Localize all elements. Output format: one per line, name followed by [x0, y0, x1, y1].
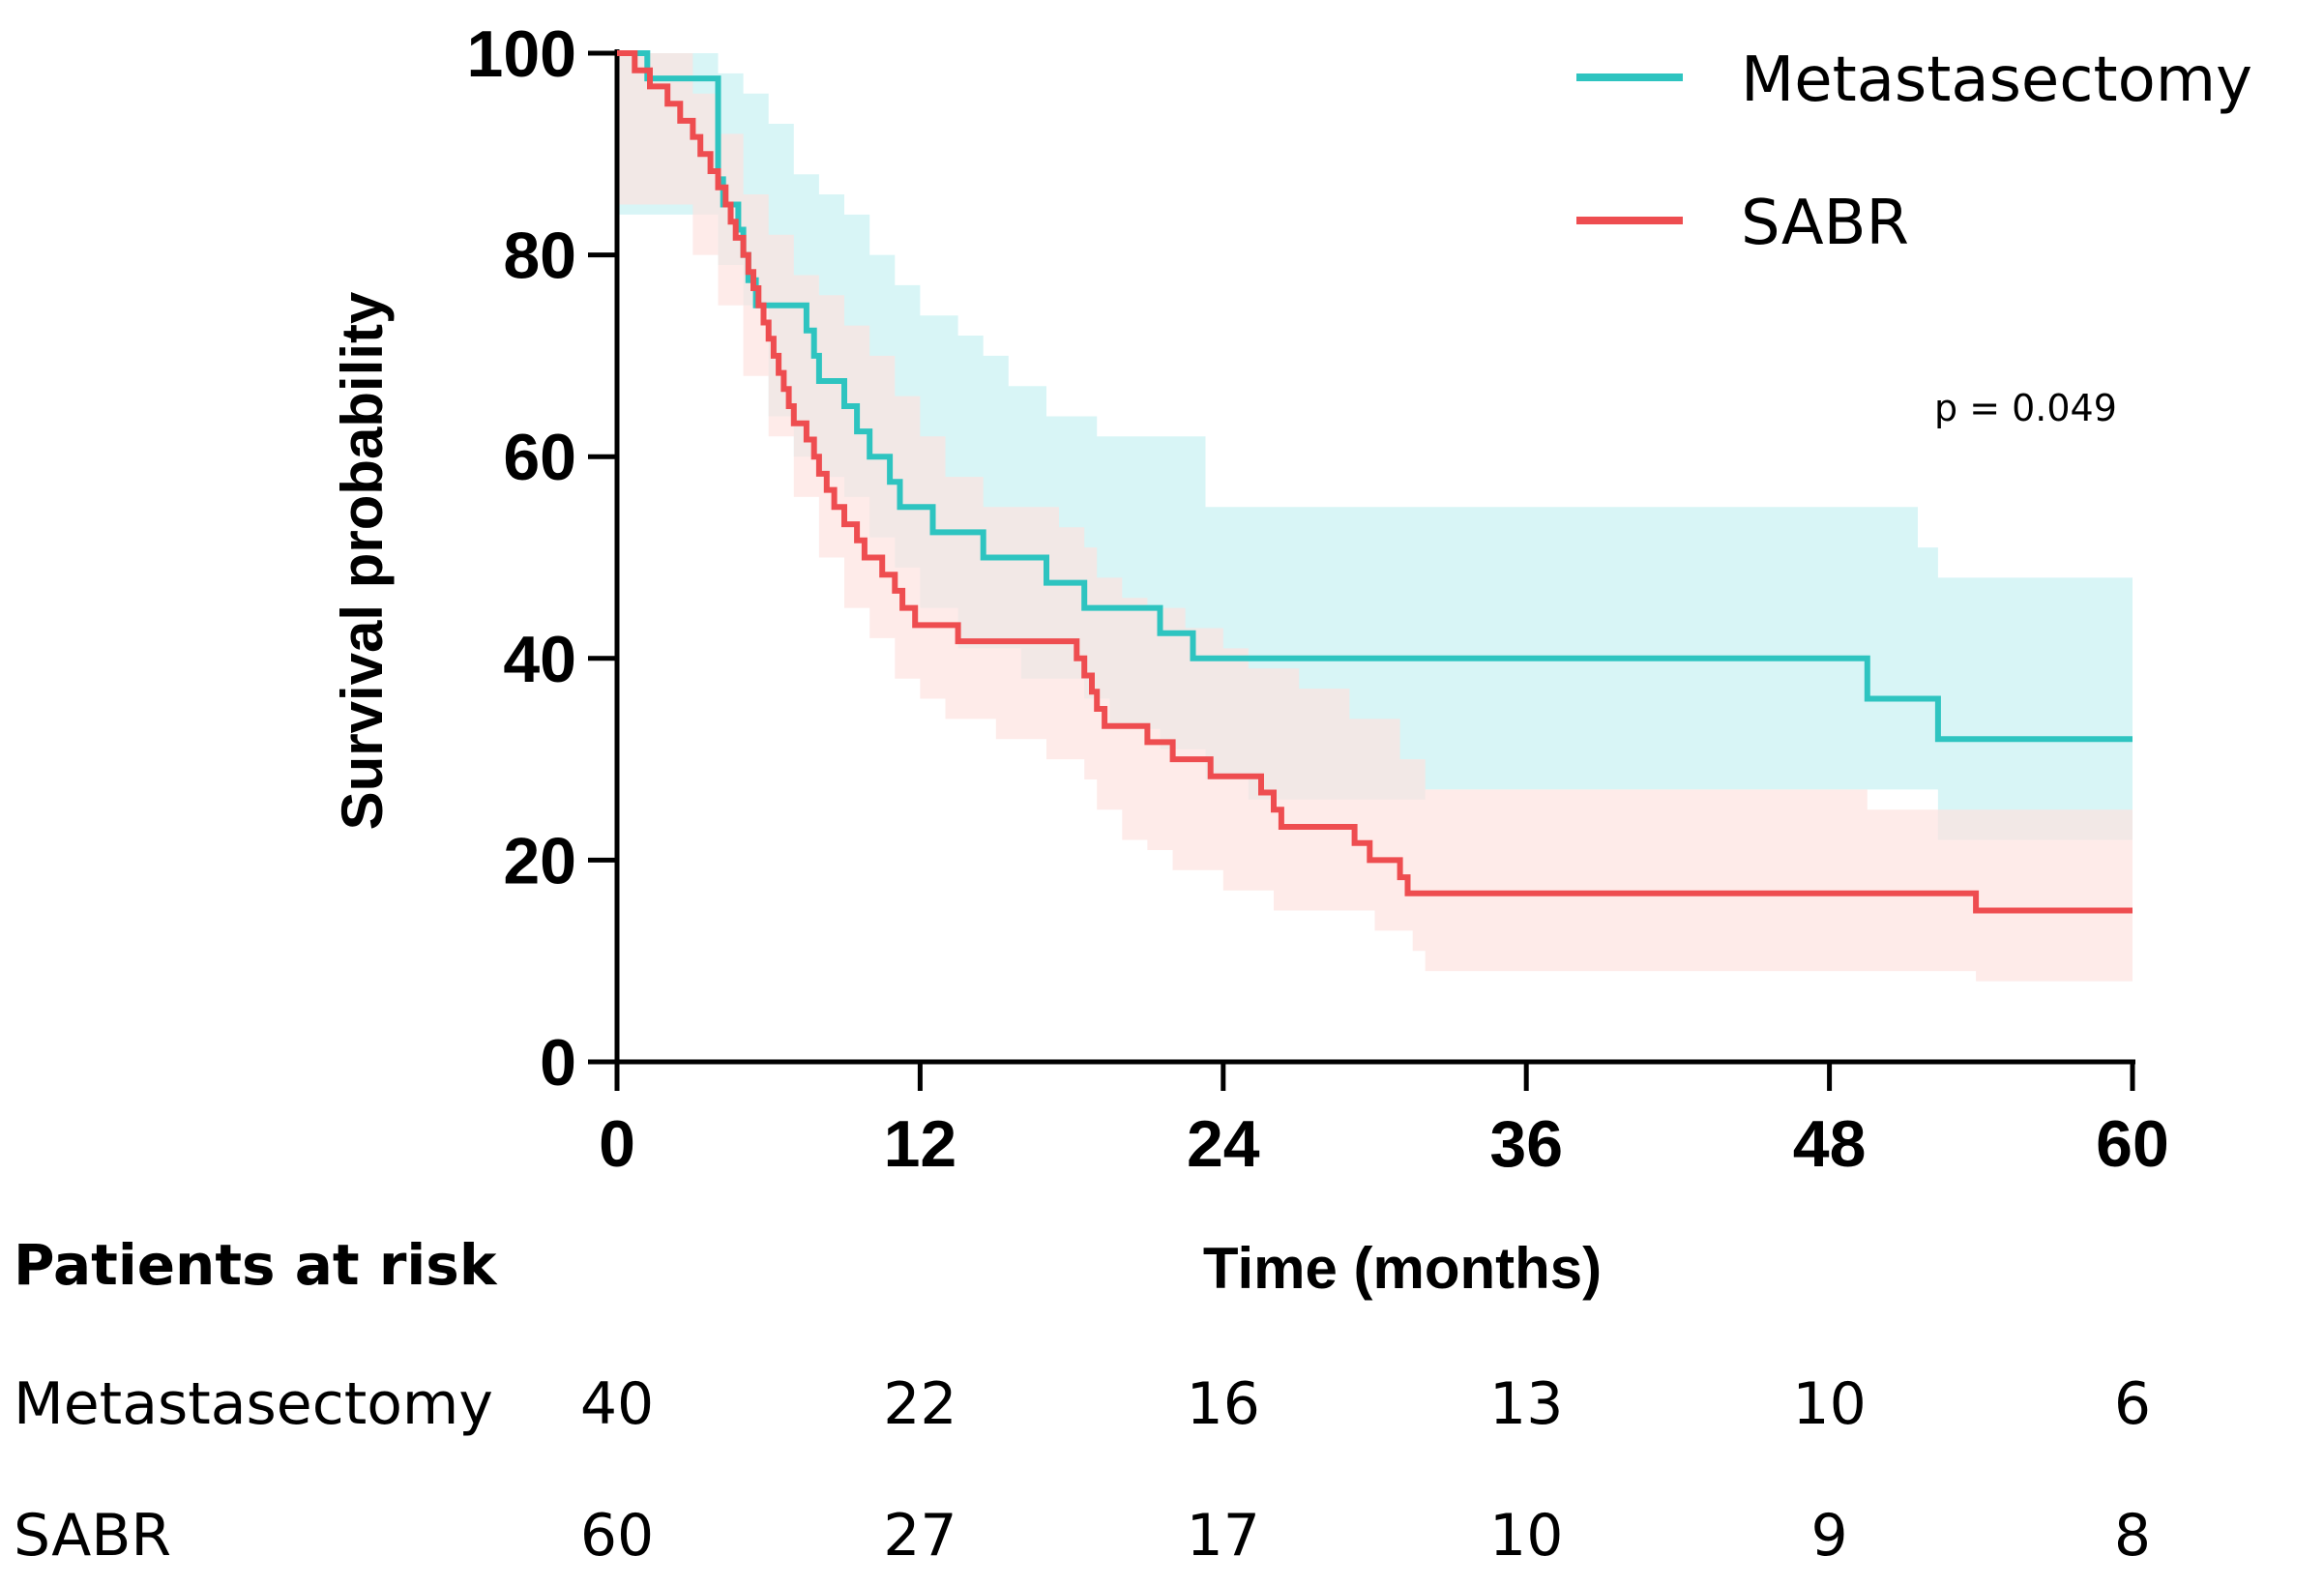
legend-label-metastasectomy: Metastasectomy	[1741, 44, 2252, 116]
risk-value: 60	[580, 1502, 654, 1570]
y-tick-label: 0	[540, 1026, 576, 1100]
x-tick-label: 36	[1489, 1107, 1563, 1181]
risk-value: 10	[1792, 1370, 1866, 1438]
risk-row-label-metastasectomy: Metastasectomy	[14, 1370, 493, 1438]
risk-value: 8	[2114, 1502, 2151, 1570]
legend: Metastasectomy SABR	[1576, 44, 2252, 259]
x-tick-label: 60	[2096, 1107, 2169, 1181]
risk-value: 16	[1187, 1370, 1260, 1438]
x-tick-label: 24	[1187, 1107, 1260, 1181]
ci-band-sabr	[617, 53, 2133, 991]
risk-table: Patients at risk Metastasectomy SABR 40 2…	[14, 1232, 2151, 1570]
risk-value: 6	[2114, 1370, 2151, 1438]
confidence-bands	[617, 53, 2133, 991]
y-tick-label: 60	[503, 421, 576, 494]
p-value-annotation: p = 0.049	[1934, 387, 2117, 429]
survival-curves	[617, 50, 2133, 914]
y-tick-label: 40	[503, 623, 576, 696]
x-tick-label: 12	[884, 1107, 957, 1181]
legend-label-sabr: SABR	[1741, 188, 1909, 259]
risk-value: 10	[1489, 1502, 1563, 1570]
risk-value: 13	[1489, 1370, 1563, 1438]
y-axis-title: Survival probability	[330, 291, 395, 830]
risk-value: 27	[883, 1502, 956, 1570]
risk-table-values: 40 22 16 13 10 6 60 27 17 10 9 8	[580, 1370, 2151, 1570]
risk-row-label-sabr: SABR	[14, 1502, 171, 1570]
risk-value: 17	[1187, 1502, 1260, 1570]
risk-value: 40	[580, 1370, 654, 1438]
y-tick-label: 80	[503, 220, 576, 293]
km-curve-sabr	[617, 50, 2133, 914]
y-tick-label: 20	[503, 824, 576, 897]
x-tick-label: 0	[599, 1107, 635, 1181]
x-tick-label: 48	[1793, 1107, 1867, 1181]
y-tick-label: 100	[467, 17, 576, 91]
x-axis-title: Time (months)	[1203, 1236, 1602, 1301]
risk-value: 22	[883, 1370, 956, 1438]
axes: 0 20 40 60 80 100 0 12 24 36 48 60	[467, 17, 2169, 1181]
risk-table-header: Patients at risk	[14, 1232, 498, 1298]
risk-value: 9	[1811, 1502, 1848, 1570]
ci-band-metastasectomy	[617, 53, 2133, 891]
